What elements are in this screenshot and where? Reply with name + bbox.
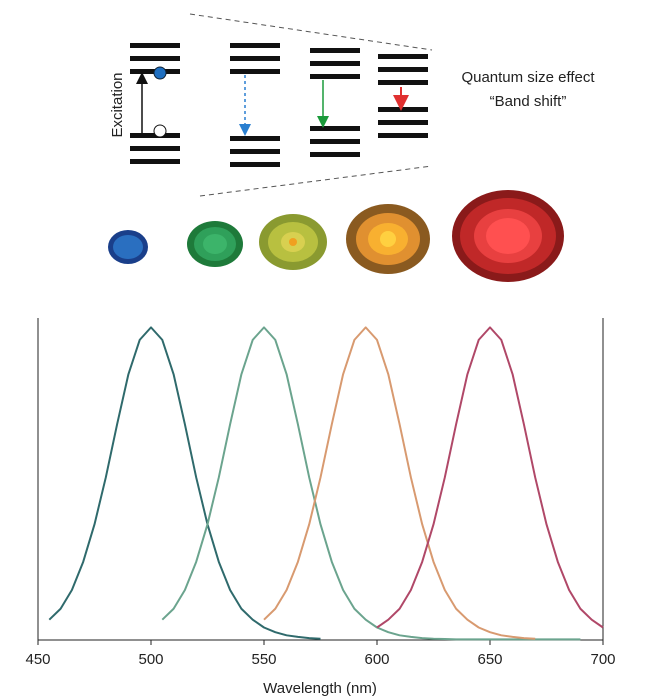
diagram-subtitle: “Band shift” bbox=[490, 93, 567, 110]
energy-diagram: Excitation Quantum size effect “Band shi… bbox=[109, 13, 595, 197]
x-tick-label: 600 bbox=[364, 651, 389, 668]
diagram-title: Quantum size effect bbox=[461, 69, 595, 86]
x-tick-label: 650 bbox=[477, 651, 502, 668]
excitation-label: Excitation bbox=[109, 72, 126, 137]
x-tick-label: 700 bbox=[590, 651, 615, 668]
line-series bbox=[161, 326, 581, 641]
line-series bbox=[376, 326, 604, 629]
x-tick-label: 500 bbox=[138, 651, 163, 668]
x-tick-label: 550 bbox=[251, 651, 276, 668]
line-series bbox=[48, 326, 321, 640]
x-tick-label: 450 bbox=[25, 651, 50, 668]
dots bbox=[108, 190, 564, 282]
line-series bbox=[263, 326, 536, 640]
chart: Wavelength (nm) 450 500 550 600 650 700 bbox=[25, 318, 616, 697]
x-axis-label: Wavelength (nm) bbox=[263, 680, 377, 697]
